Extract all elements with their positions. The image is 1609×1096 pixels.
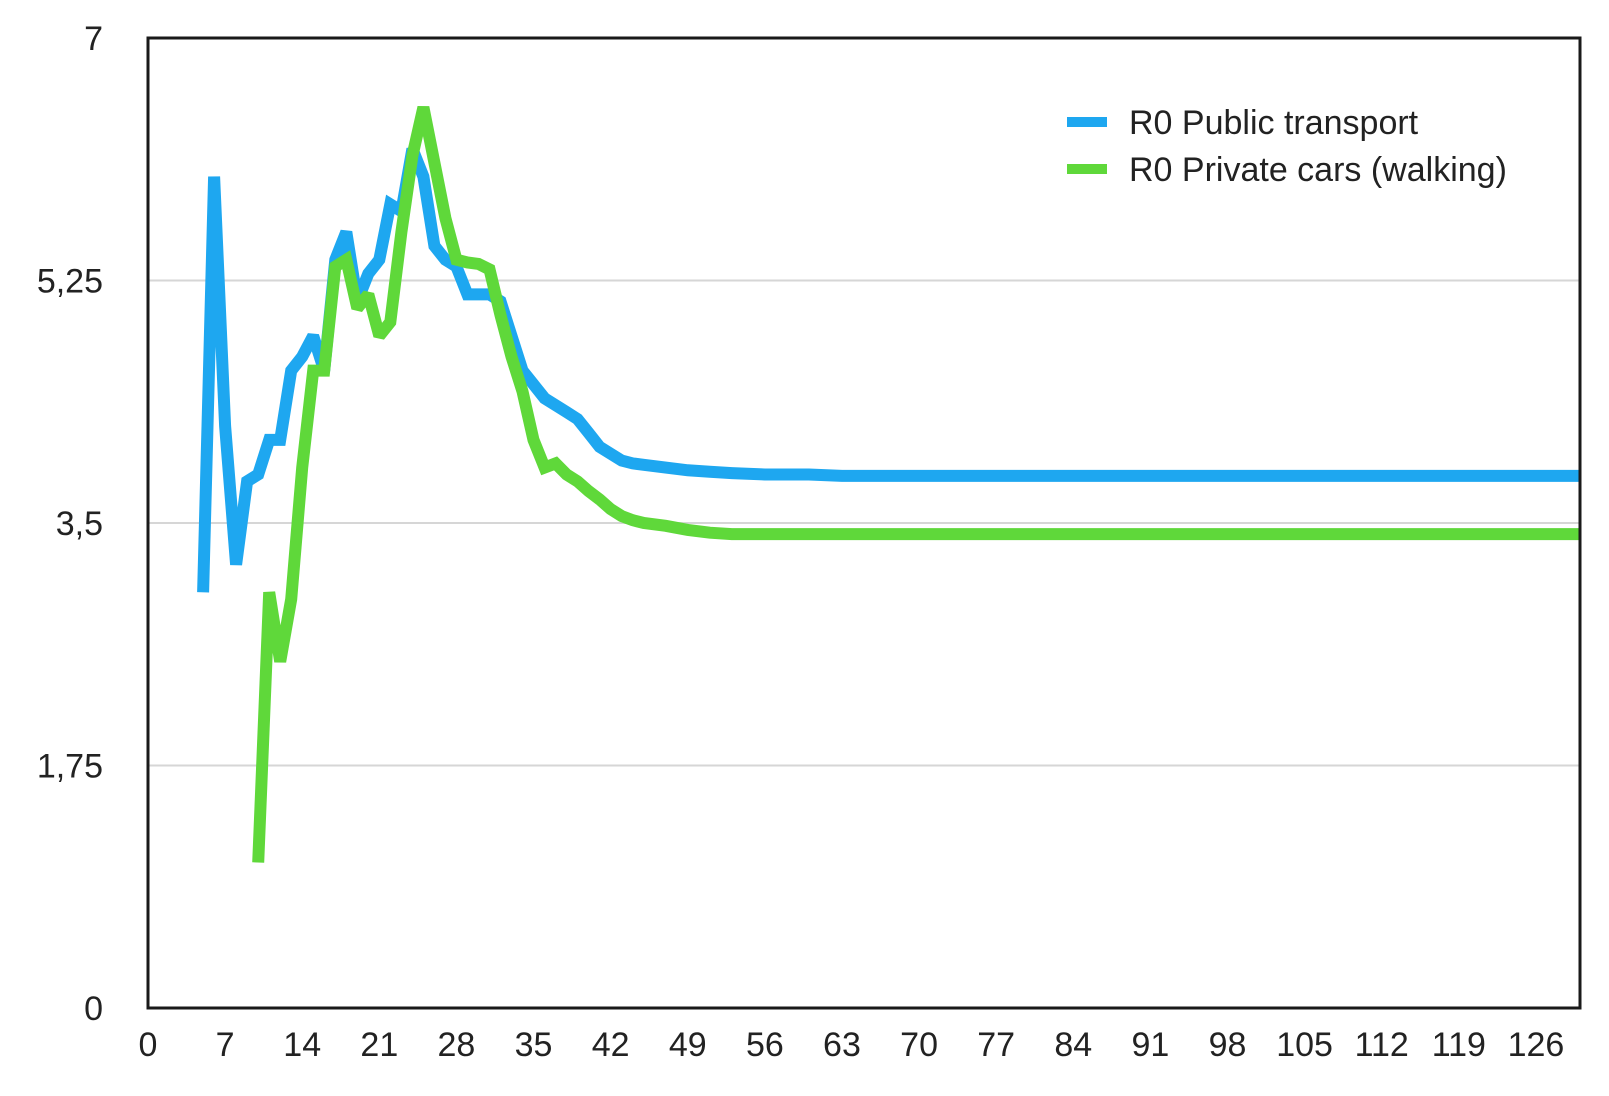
y-tick-label: 5,25 (37, 263, 103, 301)
x-tick-label: 91 (1131, 1026, 1169, 1064)
x-tick-label: 105 (1276, 1026, 1333, 1064)
x-tick-label: 35 (515, 1026, 553, 1064)
x-tick-label: 112 (1355, 1026, 1409, 1064)
x-tick-label: 98 (1209, 1026, 1247, 1064)
legend-label-0: R0 Public transport (1129, 104, 1419, 142)
series-lines (197, 105, 1580, 863)
x-tick-label: 63 (823, 1026, 861, 1064)
legend: R0 Public transport R0 Private cars (walk… (1067, 104, 1507, 189)
y-axis-tick-labels: 0 1,75 3,5 5,25 7 (37, 20, 103, 1028)
x-tick-label: 70 (900, 1026, 938, 1064)
legend-label-1: R0 Private cars (walking) (1129, 151, 1507, 189)
x-axis-tick-labels: 0 7 14 21 28 35 42 49 56 63 70 77 84 91 98 105 112 119 126 (139, 1026, 1565, 1064)
y-tick-label: 0 (84, 990, 103, 1028)
grid-lines (148, 279, 1580, 767)
x-tick-label: 42 (592, 1026, 630, 1064)
x-tick-label: 14 (283, 1026, 321, 1064)
x-tick-label: 56 (746, 1026, 784, 1064)
y-tick-label: 1,75 (37, 748, 103, 786)
plot-frame (146, 36, 1582, 1010)
x-tick-label: 21 (360, 1026, 398, 1064)
x-tick-label: 7 (216, 1026, 235, 1064)
x-tick-label: 28 (438, 1026, 476, 1064)
x-tick-label: 126 (1508, 1026, 1565, 1064)
y-tick-label: 3,5 (56, 505, 103, 543)
x-tick-label: 119 (1432, 1026, 1486, 1064)
series-line-1 (252, 105, 1580, 863)
x-tick-label: 49 (669, 1026, 707, 1064)
x-tick-label: 0 (139, 1026, 158, 1064)
x-tick-label: 84 (1054, 1026, 1092, 1064)
x-tick-label: 77 (977, 1026, 1015, 1064)
y-tick-label: 7 (84, 20, 103, 58)
